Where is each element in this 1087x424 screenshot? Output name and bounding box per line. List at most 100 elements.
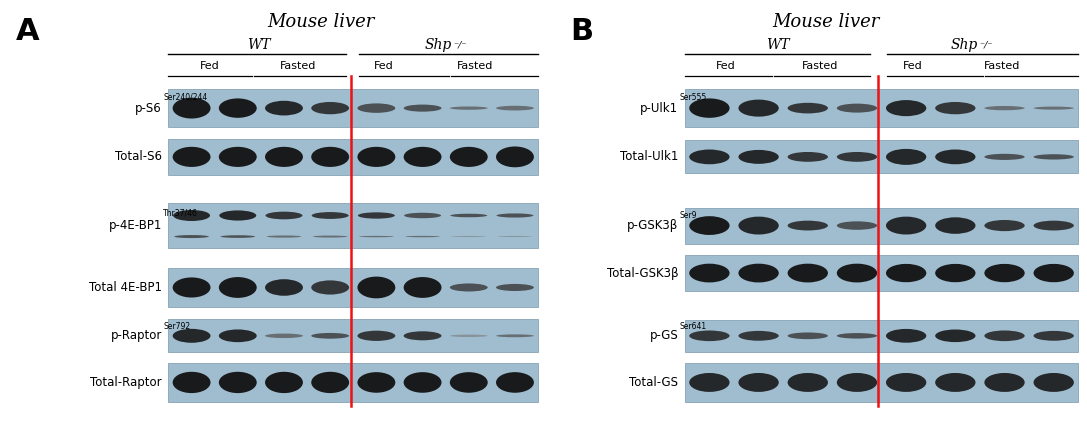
Ellipse shape — [738, 264, 778, 282]
Ellipse shape — [496, 146, 534, 167]
FancyBboxPatch shape — [168, 203, 538, 248]
Text: p-4E-BP1: p-4E-BP1 — [109, 219, 162, 232]
Ellipse shape — [220, 210, 257, 220]
Ellipse shape — [985, 106, 1025, 110]
Ellipse shape — [689, 216, 729, 235]
Text: B: B — [571, 17, 594, 46]
Ellipse shape — [312, 212, 349, 219]
Ellipse shape — [358, 147, 396, 167]
Ellipse shape — [689, 264, 729, 282]
Ellipse shape — [689, 330, 729, 341]
FancyBboxPatch shape — [685, 320, 1078, 352]
Text: p-GSK3β: p-GSK3β — [627, 219, 678, 232]
Ellipse shape — [788, 152, 828, 162]
FancyBboxPatch shape — [685, 207, 1078, 243]
Text: WT: WT — [766, 37, 790, 52]
Text: Fed: Fed — [374, 61, 393, 71]
Ellipse shape — [496, 372, 534, 393]
Ellipse shape — [886, 264, 926, 282]
Ellipse shape — [403, 372, 441, 393]
Text: Thr37/46: Thr37/46 — [163, 208, 198, 217]
Text: Total-Ulk1: Total-Ulk1 — [620, 151, 678, 163]
Text: A: A — [16, 17, 40, 46]
Ellipse shape — [886, 100, 926, 116]
Ellipse shape — [985, 264, 1025, 282]
Text: Mouse liver: Mouse liver — [773, 13, 879, 31]
Ellipse shape — [218, 277, 257, 298]
Ellipse shape — [450, 372, 488, 393]
Text: Total-S6: Total-S6 — [115, 151, 162, 163]
Ellipse shape — [935, 264, 975, 282]
Text: ⁻/⁻: ⁻/⁻ — [979, 40, 992, 49]
Text: Fasted: Fasted — [457, 61, 493, 71]
Text: Fed: Fed — [903, 61, 923, 71]
Ellipse shape — [496, 284, 534, 291]
Ellipse shape — [935, 329, 975, 342]
Ellipse shape — [358, 331, 396, 341]
FancyBboxPatch shape — [168, 319, 538, 352]
Ellipse shape — [738, 331, 778, 341]
Text: Shp: Shp — [425, 37, 452, 52]
Ellipse shape — [358, 212, 395, 219]
Ellipse shape — [173, 372, 211, 393]
FancyBboxPatch shape — [168, 139, 538, 175]
Ellipse shape — [738, 217, 778, 234]
Ellipse shape — [174, 235, 209, 238]
FancyBboxPatch shape — [685, 363, 1078, 402]
Ellipse shape — [496, 335, 534, 337]
FancyBboxPatch shape — [685, 89, 1078, 127]
Text: Total-GS: Total-GS — [629, 376, 678, 389]
Text: Total-Raptor: Total-Raptor — [90, 376, 162, 389]
Ellipse shape — [935, 150, 975, 164]
Ellipse shape — [218, 147, 257, 167]
Ellipse shape — [837, 152, 877, 162]
Text: WT: WT — [247, 37, 271, 52]
Ellipse shape — [837, 373, 877, 392]
Text: ⁻/⁻: ⁻/⁻ — [453, 40, 466, 49]
Ellipse shape — [498, 236, 533, 237]
Ellipse shape — [173, 98, 211, 119]
Ellipse shape — [788, 373, 828, 392]
Ellipse shape — [173, 329, 211, 343]
Ellipse shape — [450, 214, 487, 217]
Ellipse shape — [403, 331, 441, 340]
Text: Ser792: Ser792 — [163, 322, 190, 331]
Ellipse shape — [358, 103, 396, 113]
Text: p-S6: p-S6 — [135, 102, 162, 114]
Ellipse shape — [450, 147, 488, 167]
Text: Fasted: Fasted — [801, 61, 838, 71]
Ellipse shape — [738, 100, 778, 117]
Ellipse shape — [311, 280, 349, 295]
Ellipse shape — [403, 277, 441, 298]
Ellipse shape — [886, 149, 926, 165]
Text: Shp: Shp — [951, 37, 978, 52]
Ellipse shape — [1034, 331, 1074, 341]
Text: p-Ulk1: p-Ulk1 — [640, 102, 678, 114]
Ellipse shape — [265, 212, 302, 219]
Text: Fasted: Fasted — [279, 61, 316, 71]
Text: p-Raptor: p-Raptor — [111, 329, 162, 342]
Ellipse shape — [935, 218, 975, 234]
Ellipse shape — [689, 150, 729, 164]
Ellipse shape — [1034, 220, 1074, 231]
Ellipse shape — [218, 98, 257, 118]
Ellipse shape — [450, 335, 488, 337]
Text: Ser9: Ser9 — [679, 211, 697, 220]
Ellipse shape — [935, 102, 975, 114]
Ellipse shape — [265, 279, 303, 296]
Ellipse shape — [265, 101, 303, 115]
Ellipse shape — [311, 147, 349, 167]
Ellipse shape — [265, 334, 303, 338]
Ellipse shape — [451, 236, 486, 237]
Text: Fed: Fed — [200, 61, 220, 71]
FancyBboxPatch shape — [168, 363, 538, 402]
Ellipse shape — [358, 276, 396, 298]
Ellipse shape — [265, 372, 303, 393]
Ellipse shape — [496, 106, 534, 111]
FancyBboxPatch shape — [168, 268, 538, 307]
Ellipse shape — [788, 332, 828, 339]
Ellipse shape — [313, 236, 348, 237]
Ellipse shape — [738, 373, 778, 392]
Text: Total 4E-BP1: Total 4E-BP1 — [89, 281, 162, 294]
Text: Fed: Fed — [716, 61, 736, 71]
